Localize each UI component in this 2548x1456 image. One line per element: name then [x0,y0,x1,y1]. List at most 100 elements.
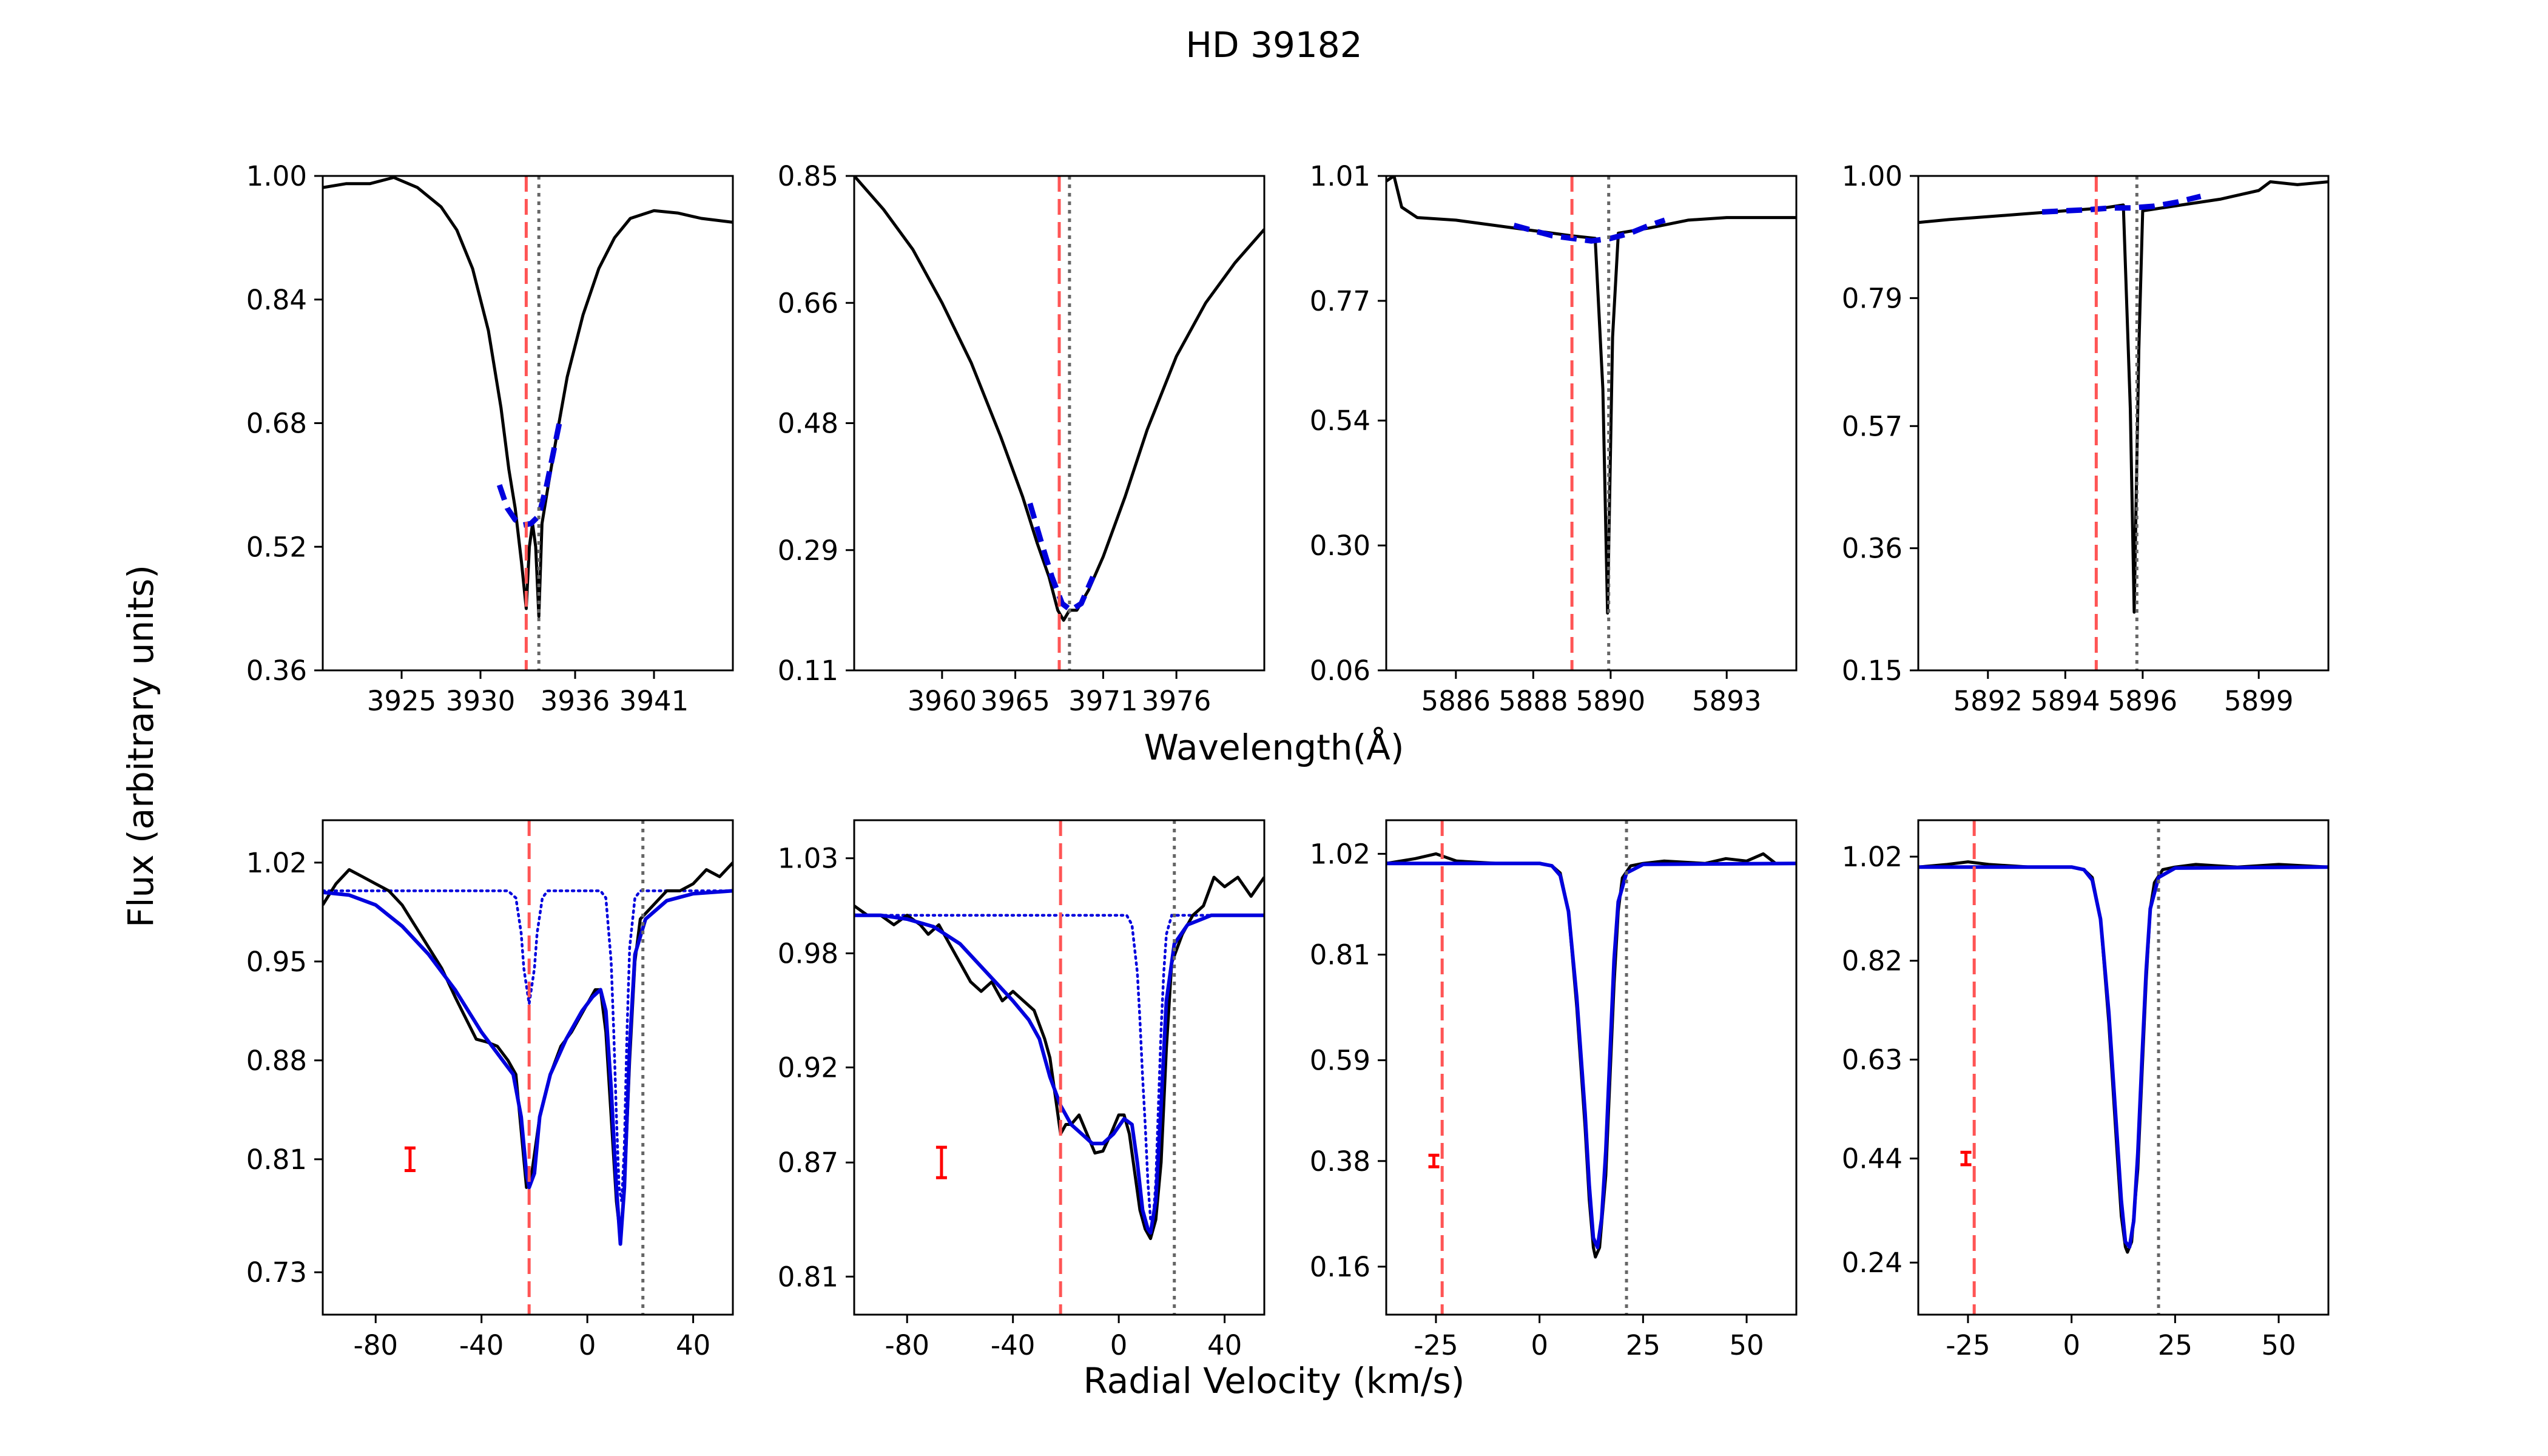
model-component-line [323,889,733,1202]
y-tick-label: 0.79 [1842,282,1903,314]
x-tick-label: 50 [2261,1329,2296,1361]
y-tick-label: 0.06 [1310,655,1370,687]
y-tick-label: 0.44 [1842,1143,1903,1175]
panel-bottom-1: 0.73 0.81 0.88 0.95 1.02 -80 -40 0 40 [246,819,734,1361]
x-tick-label: -25 [1946,1329,1990,1361]
plot-area [1386,176,1796,670]
x-tick-label: -80 [353,1329,398,1361]
observed-spectrum-line [1386,176,1796,615]
x-tick-label: 40 [1207,1329,1242,1361]
x-tick-label: -40 [459,1329,504,1361]
x-tick-label: -40 [991,1329,1036,1361]
axes-frame [1385,175,1798,672]
x-tick-label: 3976 [1142,685,1212,717]
x-tick-label: 3930 [446,685,516,717]
y-tick-label: 1.00 [246,160,307,192]
plot-area [323,820,733,1315]
y-tick-label: 0.81 [1310,939,1370,971]
y-tick-label: 0.82 [1842,945,1903,977]
y-tick-label: 0.87 [778,1147,838,1179]
plot-area [323,176,733,670]
model-fit-line [2041,194,2202,215]
model-fit-line [496,414,564,528]
x-tick-label: 5893 [1692,685,1762,717]
y-tick-label: 1.00 [1842,160,1903,192]
model-fit-line [1027,502,1096,613]
x-tick-label: 25 [2158,1329,2192,1361]
x-tick-label: 5888 [1498,685,1568,717]
y-tick-label: 0.81 [246,1144,307,1176]
x-tick-label: 3960 [908,685,977,717]
axes-frame [1385,819,1798,1316]
panel-top-1: 0.36 0.52 0.68 0.84 1.00 3925 3930 3936 3941 [246,160,734,717]
y-tick-label: 0.29 [778,534,838,567]
y-tick-label: 0.77 [1310,285,1370,317]
y-tick-label: 0.36 [1842,533,1903,565]
model-fit-line [1386,861,1796,1250]
model-component-line [854,914,1264,1221]
x-tick-label: 3941 [619,685,689,717]
y-tick-label: 0.81 [778,1261,838,1293]
y-tick-label: 0.84 [246,284,307,316]
x-tick-label: 0 [1110,1329,1128,1361]
panel-top-4: 0.15 0.36 0.57 0.79 1.00 5892 5894 5896 5899 [1842,160,2330,717]
y-tick-label: 0.15 [1842,655,1903,687]
x-tick-label: 5894 [2031,685,2100,717]
y-tick-label: 0.57 [1842,410,1903,442]
y-tick-label: 1.02 [1842,841,1903,873]
x-axis-label-velocity: Radial Velocity (km/s) [1084,1360,1465,1401]
x-tick-label: 3936 [541,685,610,717]
panel-bottom-3: 0.16 0.38 0.59 0.81 1.02 -25 0 25 50 [1310,819,1798,1361]
model-fit-line [1513,217,1666,244]
axes-frame [1917,819,2330,1316]
y-tick-label: 0.36 [246,655,307,687]
y-tick-label: 0.30 [1310,530,1370,562]
y-tick-label: 0.73 [246,1256,307,1289]
panel-bottom-2: 0.81 0.87 0.92 0.98 1.03 -80 -40 0 40 [778,819,1266,1361]
observed-spectrum-line [1918,180,2328,614]
x-tick-label: 3925 [367,685,437,717]
y-tick-label: 0.38 [1310,1145,1370,1178]
y-tick-label: 1.02 [246,847,307,879]
plot-area [854,176,1264,670]
y-tick-label: 0.59 [1310,1045,1370,1077]
x-tick-label: 50 [1729,1329,1764,1361]
x-tick-label: 5896 [2108,685,2178,717]
y-tick-label: 0.48 [778,408,838,440]
x-tick-label: 5899 [2224,685,2294,717]
x-tick-label: 0 [2063,1329,2080,1361]
y-tick-label: 1.02 [1310,838,1370,870]
y-tick-label: 0.98 [778,937,838,969]
y-tick-label: 0.95 [246,946,307,978]
x-tick-label: 0 [1531,1329,1548,1361]
y-tick-label: 0.24 [1842,1247,1903,1279]
axes-frame [1917,175,2330,672]
x-tick-label: -80 [885,1329,929,1361]
model-fit-line [1918,865,2328,1249]
plot-area [1386,820,1796,1315]
y-tick-label: 0.68 [246,408,307,440]
x-tick-label: 0 [579,1329,596,1361]
x-tick-label: 3971 [1068,685,1138,717]
y-tick-label: 0.88 [246,1045,307,1077]
y-tick-label: 1.01 [1310,160,1370,192]
observed-spectrum-line [854,176,1264,622]
panel-bottom-4: 0.24 0.44 0.63 0.82 1.02 -25 0 25 50 [1842,819,2330,1361]
y-tick-label: 0.66 [778,287,838,319]
model-fit-line [323,889,733,1246]
y-tick-label: 0.52 [246,531,307,563]
x-tick-label: 5886 [1421,685,1491,717]
y-tick-label: 1.03 [778,843,838,875]
x-tick-label: 25 [1626,1329,1660,1361]
panel-top-2: 0.11 0.29 0.48 0.66 0.85 3960 3965 3971 3976 [778,160,1266,717]
plot-area [1918,176,2328,670]
y-tick-label: 0.85 [778,160,838,192]
y-tick-label: 0.54 [1310,405,1370,437]
model-fit-line [854,913,1264,1235]
y-tick-label: 0.11 [778,655,838,687]
x-tick-label: 3965 [980,685,1050,717]
figure-title: HD 39182 [1185,24,1362,66]
axes-frame [322,819,734,1316]
panel-top-3: 0.06 0.30 0.54 0.77 1.01 5886 5888 5890 5893 [1310,160,1798,717]
